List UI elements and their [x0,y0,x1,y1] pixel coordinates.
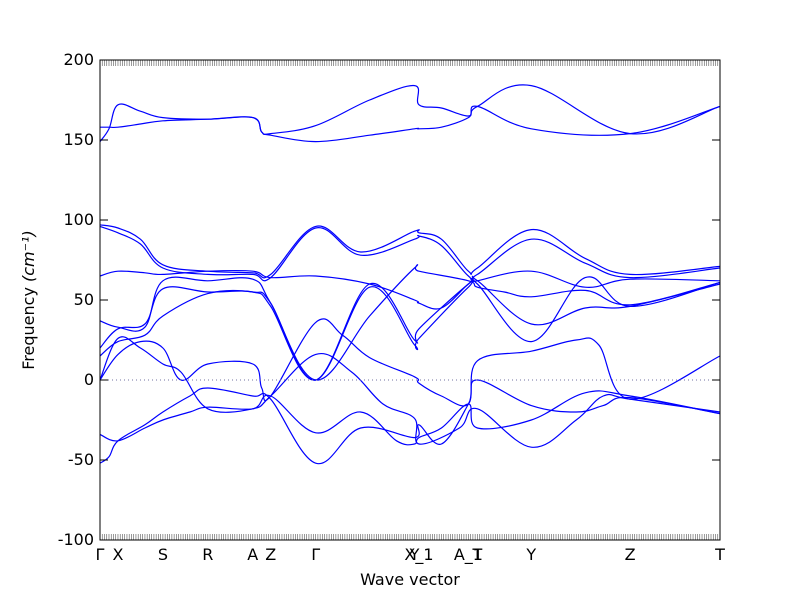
plot-frame [99,59,721,541]
x-tick-label: A [247,545,258,564]
band-line-2 [99,105,721,143]
y-tick-label: -50 [68,450,94,469]
x-axis-ticks: Γ X S R A Z Γ YX_1 A_1T Y Z T [96,60,725,565]
x-tick-label: T [472,545,483,564]
x-tick-label: Z [625,545,636,564]
band-line-8 [99,276,721,381]
x-tick-label: A_1 [454,545,483,565]
phonon-bands [99,84,721,465]
band-line-1 [99,84,721,142]
band-line-12 [99,379,721,465]
x-tick-label: Γ [96,545,105,564]
band-line-3 [99,224,721,279]
x-tick-label: Y [525,545,536,564]
x-tick-label: X_1 [404,545,433,565]
x-tick-label: Y [409,545,420,564]
band-line-7 [99,275,721,381]
y-tick-label: 0 [84,370,94,389]
y-axis-label-text: Frequency [19,282,38,370]
y-tick-label: 50 [74,290,94,309]
band-line-10 [99,336,721,448]
x-tick-label: S [158,545,168,564]
band-line-6 [99,264,721,381]
x-tick-label: X [112,545,123,564]
y-tick-label: 100 [63,210,94,229]
y-tick-label: -100 [58,530,94,549]
x-axis-label: Wave vector [360,570,460,589]
band-line-4 [99,225,721,282]
x-tick-label: R [202,545,213,564]
x-tick-label: Z [265,545,276,564]
y-axis-label: Frequency (cm⁻¹) [19,230,38,369]
y-tick-label: 150 [63,130,94,149]
x-tick-label: T [714,545,725,564]
band-line-5 [99,269,721,310]
y-axis-label-unit: (cm⁻¹) [19,230,38,282]
y-tick-label: 200 [63,50,94,69]
band-line-9 [99,318,721,407]
y-axis-ticks: -100 -50 0 50 100 150 200 [58,50,720,549]
x-tick-label: Γ [311,545,320,564]
